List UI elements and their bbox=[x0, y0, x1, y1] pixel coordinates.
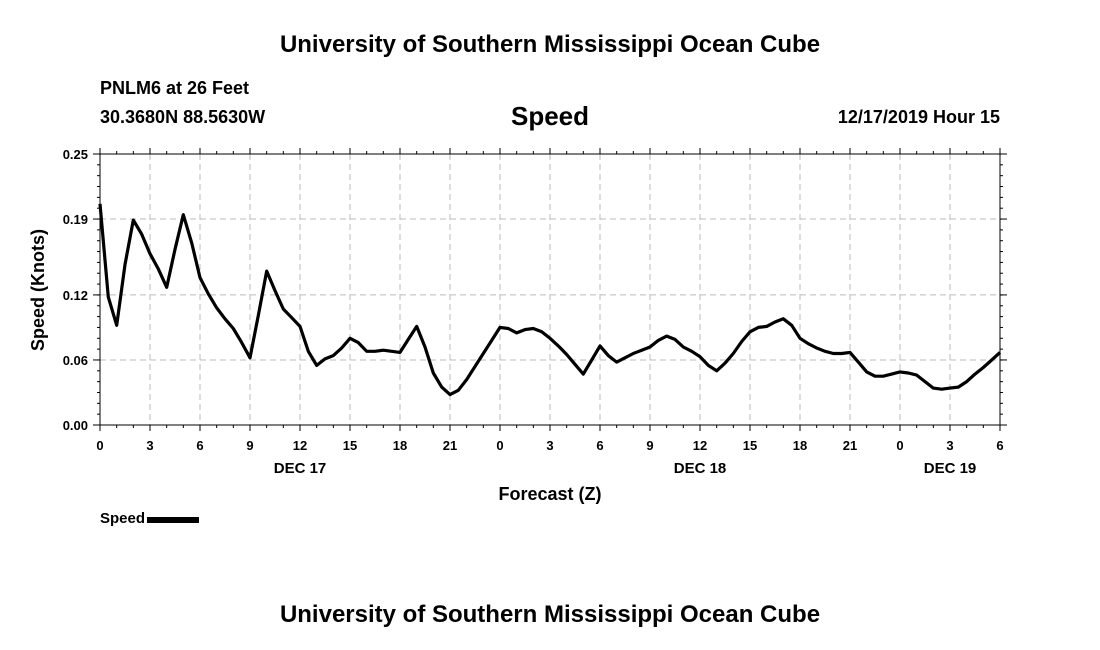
y-tick-label: 0.00 bbox=[63, 418, 88, 433]
x-tick-label: 12 bbox=[293, 438, 307, 453]
x-tick-label: 0 bbox=[896, 438, 903, 453]
legend-swatch bbox=[147, 517, 200, 523]
day-label: DEC 19 bbox=[924, 460, 977, 477]
chart-title: Speed bbox=[510, 101, 590, 131]
x-tick-label: 3 bbox=[946, 438, 953, 453]
x-tick-label: 18 bbox=[793, 438, 807, 453]
legend-label: Speed bbox=[100, 510, 146, 527]
x-tick-label: 3 bbox=[146, 438, 153, 453]
x-tick-label: 15 bbox=[743, 438, 757, 453]
y-axis-label: Speed (Knots) bbox=[28, 229, 48, 351]
x-tick-label: 6 bbox=[196, 438, 203, 453]
forecast-timestamp: 12/17/2019 Hour 15 bbox=[837, 107, 1000, 127]
station-coordinates: 30.3680N 88.5630W bbox=[100, 107, 266, 127]
speed-series-line bbox=[98, 203, 1002, 397]
x-axis-label: Forecast (Z) bbox=[498, 484, 601, 504]
x-tick-label: 6 bbox=[596, 438, 603, 453]
header-title: University of Southern Mississippi Ocean… bbox=[279, 31, 821, 58]
x-tick-label: 3 bbox=[546, 438, 553, 453]
x-tick-label: 9 bbox=[246, 438, 253, 453]
x-tick-label: 9 bbox=[646, 438, 653, 453]
y-tick-label: 0.12 bbox=[63, 288, 88, 303]
tick-labels: 0.00 0.06 0.12 0.19 0.25 0 3 6 9 12 15 18 21 0 3 6 9 12 15… bbox=[63, 147, 1004, 477]
y-tick-label: 0.25 bbox=[63, 147, 88, 162]
x-tick-label: 0 bbox=[96, 438, 103, 453]
x-tick-label: 12 bbox=[693, 438, 707, 453]
station-name: PNLM6 at 26 Feet bbox=[100, 78, 250, 98]
axis-ticks bbox=[93, 148, 1007, 431]
x-tick-label: 21 bbox=[843, 438, 857, 453]
y-tick-label: 0.06 bbox=[63, 353, 88, 368]
day-label: DEC 17 bbox=[274, 460, 327, 477]
grid-lines bbox=[100, 154, 1000, 425]
x-tick-label: 15 bbox=[343, 438, 357, 453]
y-tick-label: 0.19 bbox=[63, 212, 88, 227]
day-label: DEC 18 bbox=[674, 460, 727, 477]
x-tick-label: 18 bbox=[393, 438, 407, 453]
legend: Speed bbox=[100, 510, 200, 527]
x-tick-label: 21 bbox=[443, 438, 457, 453]
x-tick-label: 0 bbox=[496, 438, 503, 453]
x-tick-label: 6 bbox=[996, 438, 1003, 453]
footer-title: University of Southern Mississippi Ocean… bbox=[279, 601, 821, 628]
